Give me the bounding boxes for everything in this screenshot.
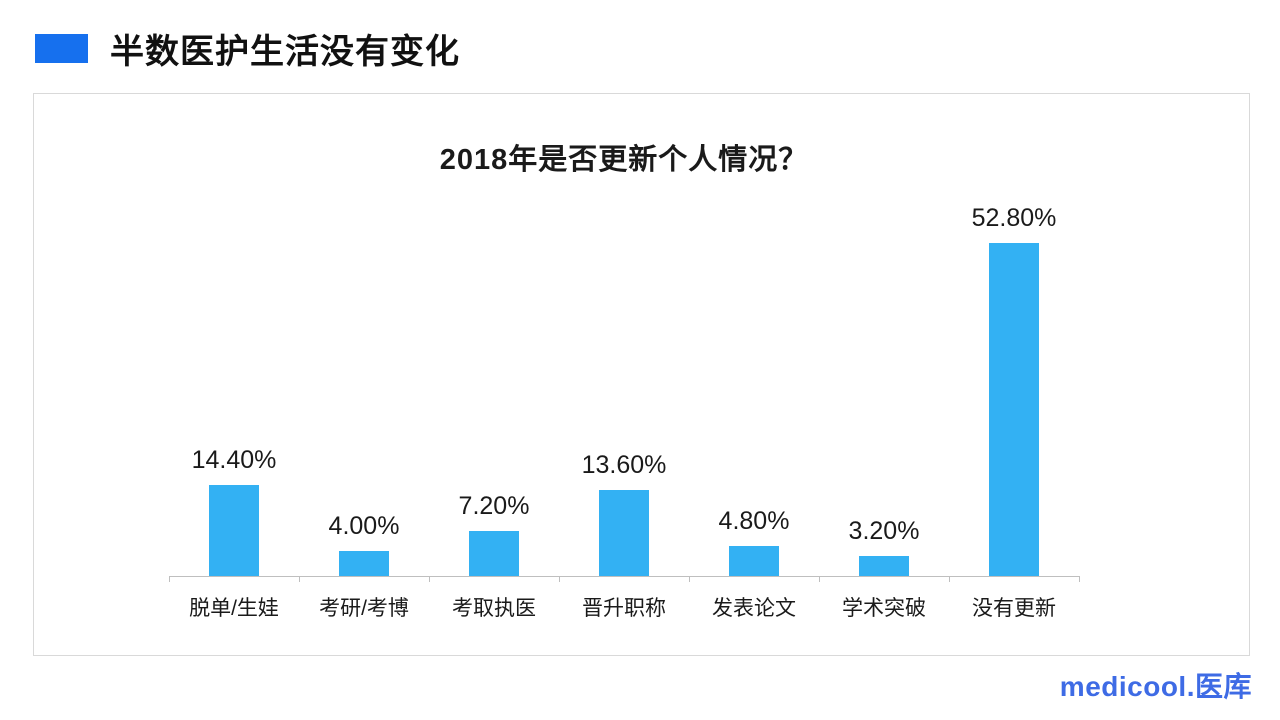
title-accent-square: [35, 33, 88, 63]
x-axis-tick-label: 学术突破: [842, 597, 926, 620]
x-axis-tick: [429, 576, 430, 582]
bar-value-label: 4.00%: [328, 512, 400, 540]
bar[interactable]: [339, 551, 389, 576]
bar[interactable]: [859, 556, 909, 576]
x-axis-tick: [559, 576, 560, 582]
chart-title: 2018年是否更新个人情况？: [439, 144, 809, 176]
x-axis-tick-label: 脱单/生娃: [189, 597, 279, 620]
bar-group: 14.40%: [169, 157, 299, 576]
page-header: 半数医护生活没有变化: [35, 24, 460, 72]
bar-value-label: 4.80%: [718, 507, 790, 535]
bar[interactable]: [989, 243, 1039, 576]
x-axis-tick: [689, 576, 690, 582]
bar[interactable]: [209, 485, 259, 576]
bar-group: 4.00%: [299, 157, 429, 576]
x-axis-tick: [819, 576, 820, 582]
x-axis-tick: [299, 576, 300, 582]
chart-container: 2018年是否更新个人情况？ 14.40% 4.00% 7.20% 13.60% 4.8…: [33, 93, 1250, 656]
bar-value-label: 14.40%: [191, 446, 277, 474]
x-axis-tick: [169, 576, 170, 582]
bar-group: 7.20%: [429, 157, 559, 576]
bar-group: 3.20%: [819, 157, 949, 576]
x-axis-tick-label: 发表论文: [712, 597, 796, 620]
x-axis-labels: 脱单/生娃 考研/考博 考取执医 晋升职称 发表论文 学术突破 没有更新: [169, 592, 1079, 622]
x-axis-tick-label: 没有更新: [972, 597, 1056, 620]
bar-value-label: 3.20%: [848, 517, 920, 545]
bar-group: 13.60%: [559, 157, 689, 576]
x-axis-tick-label: 晋升职称: [582, 597, 666, 620]
bar[interactable]: [729, 546, 779, 576]
bar-group: 52.80%: [949, 157, 1079, 576]
x-axis-tick-label: 考取执医: [452, 597, 536, 620]
bar[interactable]: [599, 490, 649, 576]
x-axis-tick: [1079, 576, 1080, 582]
bar-value-label: 13.60%: [581, 451, 667, 479]
page-title: 半数医护生活没有变化: [110, 32, 460, 71]
x-axis-tick-label: 考研/考博: [319, 597, 409, 620]
bar-value-label: 52.80%: [971, 204, 1057, 232]
bar-plot-area: 14.40% 4.00% 7.20% 13.60% 4.80% 3.20% 52.80%: [169, 157, 1080, 582]
bar-value-label: 7.20%: [458, 492, 530, 520]
medicool-logo: medicool.医库: [1059, 671, 1252, 702]
x-axis-tick: [949, 576, 950, 582]
bar[interactable]: [469, 531, 519, 576]
bar-group: 4.80%: [689, 157, 819, 576]
